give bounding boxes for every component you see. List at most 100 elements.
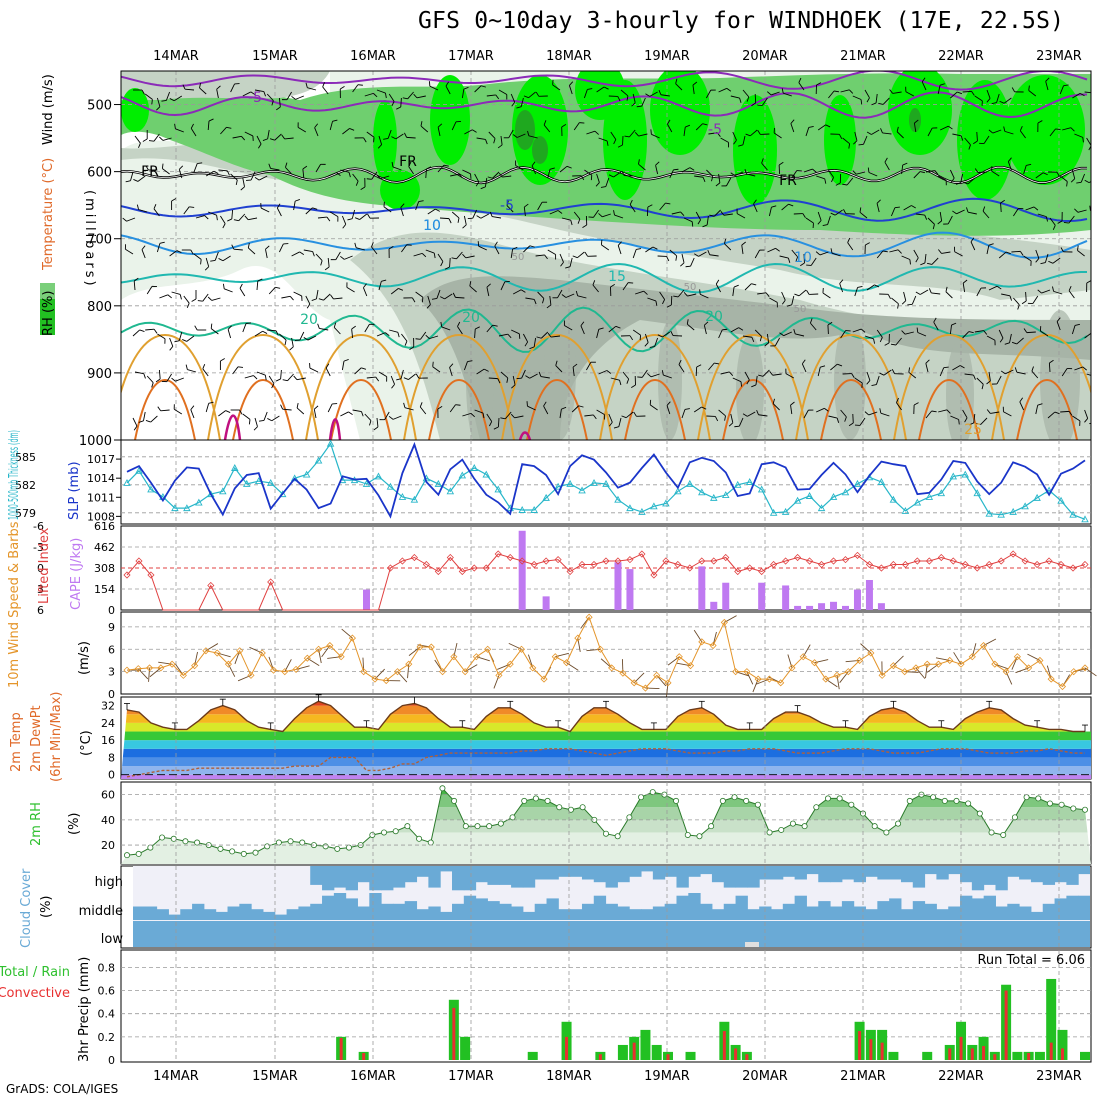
wind-barb-flag	[397, 332, 400, 338]
wind-barb-flag	[809, 318, 813, 324]
wind-barb	[980, 417, 988, 425]
wind-barb	[437, 253, 444, 262]
wind-barb-flag	[665, 202, 671, 205]
wind-barb-flag	[512, 134, 518, 138]
cloud-mid-bar	[700, 903, 713, 920]
precip-total-bar	[685, 1051, 696, 1060]
wind-barb-flag	[643, 290, 648, 295]
wind-barb	[449, 257, 451, 268]
wind-barb	[675, 83, 683, 91]
wind-barb-flag	[724, 415, 726, 421]
wind-barb-flag	[366, 178, 372, 180]
rh-contour-fill	[121, 71, 1091, 440]
wind-barb	[242, 91, 252, 97]
wind-barb	[286, 91, 292, 100]
wind-barb-flag	[451, 257, 457, 260]
wind-barb	[695, 123, 703, 131]
wind-barb	[178, 169, 183, 179]
wind-barb	[720, 137, 729, 143]
li-point	[123, 571, 131, 579]
cloud-high-bar	[381, 866, 394, 891]
li-point	[674, 560, 682, 569]
wind-barb-flag	[617, 144, 623, 148]
wind-barb-flag	[704, 321, 709, 326]
wind-barb-flag	[988, 129, 994, 134]
wind-barb-flag	[145, 420, 151, 423]
wind-barb	[1080, 173, 1086, 183]
rh2m-point	[567, 806, 574, 813]
wind-barb	[976, 377, 984, 385]
wind-barb-flag	[482, 413, 485, 419]
thickness-point	[710, 493, 718, 501]
wind-barb	[1077, 250, 1085, 257]
precip-convective-bar	[970, 1048, 974, 1060]
wind-barb	[366, 131, 375, 138]
wind-barb	[986, 245, 990, 255]
wind-barb	[340, 411, 349, 417]
wind-barb-flag	[354, 217, 360, 220]
wind-barb	[543, 124, 551, 133]
wind-barb-flag	[318, 298, 324, 301]
wind-barb	[341, 215, 347, 225]
wind-barb-flag	[636, 105, 642, 108]
wind-barb	[692, 85, 695, 95]
wind-barb	[866, 371, 871, 381]
wind-barb	[451, 121, 457, 131]
wind-barb-flag	[560, 262, 564, 267]
precip-convective-bar	[598, 1054, 602, 1060]
wind-point	[608, 664, 616, 672]
wind-barb-flag	[218, 258, 224, 262]
wind-barb-flag	[598, 213, 603, 218]
cloud-mid-bar	[794, 895, 807, 920]
wind-barb	[577, 251, 585, 259]
wind-barb-flag	[1028, 85, 1030, 91]
wind-barb-flag	[1084, 418, 1089, 423]
wind-barb-flag	[419, 402, 423, 408]
precip-total-bar	[460, 1036, 471, 1060]
wind-barb-flag	[913, 402, 919, 406]
thickness-point	[566, 479, 574, 487]
wind-barb	[783, 331, 792, 337]
wind-barb-flag	[848, 422, 854, 427]
wind-barb-flag	[543, 120, 547, 126]
wind-barb-flag	[952, 210, 957, 215]
thickness-point	[207, 490, 215, 498]
rh-blob	[575, 71, 625, 120]
wind-barb-flag	[489, 211, 493, 217]
cloud-high-bar	[617, 866, 630, 883]
wind-barb-flag	[200, 259, 202, 265]
wind-barb-flag	[1063, 84, 1069, 87]
wind-barb-flag	[133, 277, 139, 282]
wind-barb	[952, 365, 961, 371]
wind-barb	[1007, 161, 1012, 171]
wind-barb	[351, 209, 356, 219]
wind-point	[360, 668, 368, 676]
date-tick-bottom: 22MAR	[938, 1069, 984, 1084]
wind-barb	[439, 217, 450, 220]
wind-barb	[400, 369, 404, 379]
wind-barb-flag	[143, 373, 146, 379]
wind-barb	[1001, 293, 1011, 297]
wind-point	[822, 675, 830, 683]
wind-point	[450, 653, 458, 661]
precip-convective-bar	[959, 1036, 963, 1060]
cape-bar	[830, 601, 838, 610]
wind-barb-flag	[629, 335, 634, 341]
li-point	[518, 557, 526, 565]
wind-barb-flag	[982, 206, 986, 212]
wind-barb-flag	[257, 278, 263, 282]
wind-barb	[791, 249, 798, 258]
wind-barb	[828, 415, 838, 419]
slp-series	[126, 441, 1086, 519]
wind-barb	[1088, 180, 1091, 184]
wind-barb-flag	[631, 384, 636, 389]
wind-barb-flag	[950, 177, 955, 183]
wind-point	[134, 665, 142, 673]
wind-barb-flag	[373, 93, 378, 98]
wind-barb-flag	[986, 380, 991, 385]
wind-point	[889, 662, 897, 670]
precip-convective-bar	[339, 1038, 343, 1060]
temp-band	[121, 748, 1091, 758]
wind-barb-flag	[231, 244, 235, 250]
